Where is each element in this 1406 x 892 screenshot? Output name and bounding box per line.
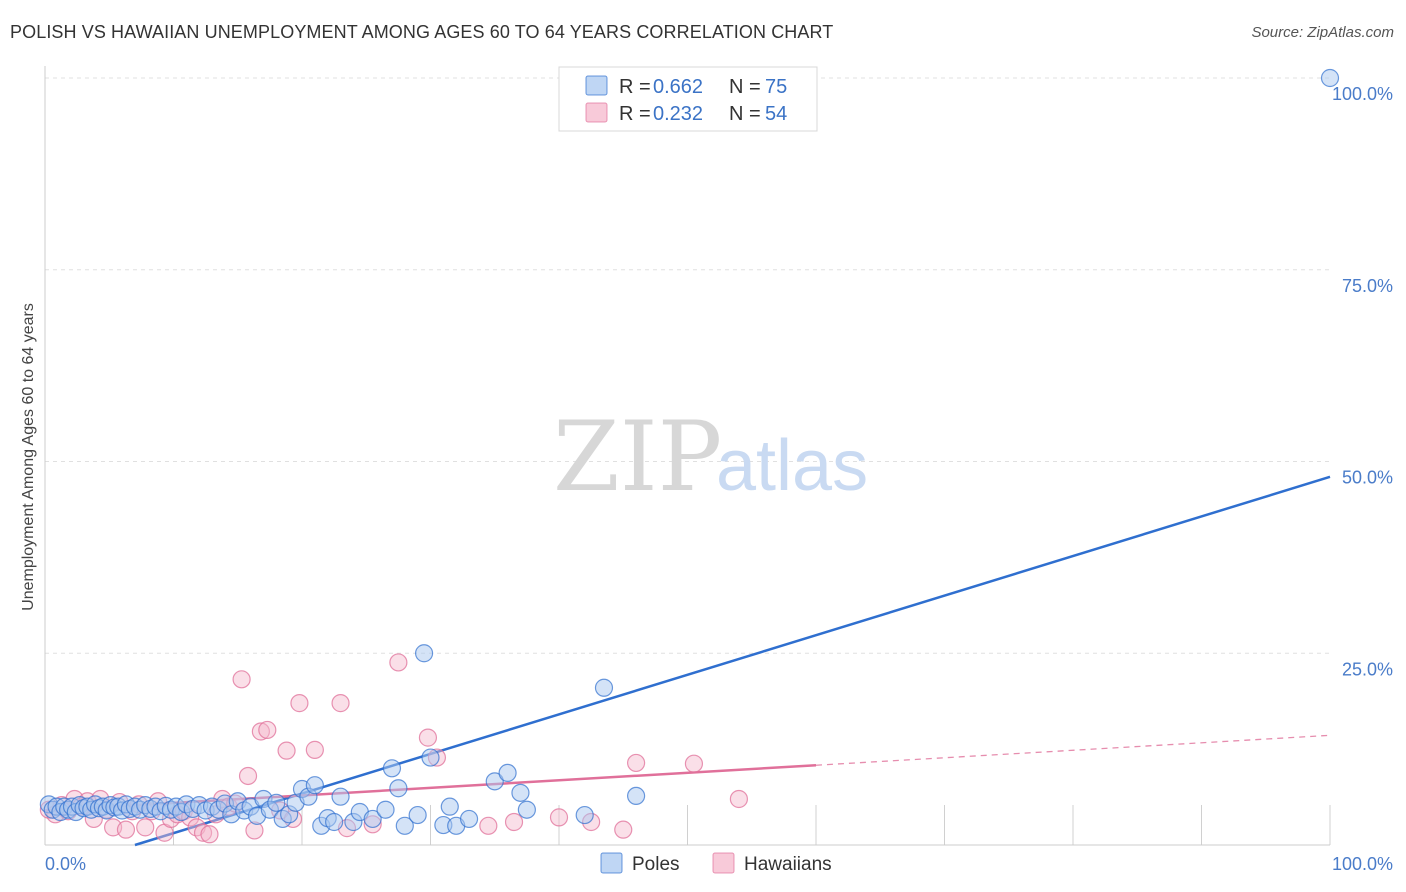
hawaiians-point [549,808,569,827]
poles-point [305,776,324,795]
bottom-legend-swatch-poles [600,852,623,874]
hawaiians-point [232,670,251,689]
poles-point [440,797,459,816]
poles-point [517,800,536,819]
watermark: ZIP atlas [553,401,868,513]
poles-point [511,783,530,802]
y-tick-label: 25.0% [1342,659,1393,679]
poles-point [498,763,517,783]
poles-point [267,793,286,812]
x-tick-label: 100.0% [1332,854,1393,874]
hawaiians-point [251,722,270,741]
y-axis-label: Unemployment Among Ages 60 to 64 years [20,303,37,611]
y-tick-label: 50.0% [1342,468,1393,488]
poles-point [485,772,504,791]
hawaiians-point [614,820,633,839]
chart-title: POLISH VS HAWAIIAN UNEMPLOYMENT AMONG AG… [10,22,834,42]
hawaiians-point [305,740,324,759]
poles-point [395,816,414,835]
poles-point [626,786,646,806]
poles-point [376,800,395,819]
legend-n-label-hawaiians: N = [729,103,761,125]
poles-point [575,805,594,825]
hawaiians-point [136,818,155,837]
poles-point [325,812,344,832]
hawaiians-point [479,816,498,835]
poles-points [39,68,1340,835]
legend-n-value-hawaiians: 54 [765,103,787,125]
series-legend: Poles Hawaiians [600,852,832,875]
hawaiians-point [193,823,213,842]
poles-point [594,678,614,697]
legend-swatch-hawaiians [585,102,608,123]
poles-point [1320,68,1340,88]
hawaiians-point [331,694,350,713]
bottom-legend-swatch-hawaiians [712,852,735,874]
legend-r-value-hawaiians: 0.232 [653,103,703,125]
hawaiians-trend-extension [815,734,1331,766]
hawaiians-point [258,720,277,740]
hawaiians-point [116,820,136,839]
poles-point [421,748,440,767]
poles-point [382,759,402,778]
hawaiians-point [729,789,749,809]
x-tick-label: 0.0% [45,854,86,874]
grid-lines [45,77,1330,654]
bottom-legend-label-hawaiians: Hawaiians [744,854,832,875]
correlation-legend: R = 0.662 N = 75 R = 0.232 N = 54 [558,66,818,132]
legend-r-label-poles: R = [619,76,651,98]
bottom-legend-label-poles: Poles [632,854,680,875]
hawaiians-point [418,728,438,747]
chart-source: Source: ZipAtlas.com [1251,24,1394,41]
legend-n-value-poles: 75 [765,76,787,98]
hawaiians-point [389,653,408,672]
poles-point [331,787,350,806]
y-tick-labels: 100.0% 75.0% 50.0% 25.0% [1332,84,1393,679]
y-tick-label: 75.0% [1342,276,1393,296]
watermark-zip: ZIP [553,401,722,513]
hawaiians-point [684,754,704,773]
poles-point [363,809,382,829]
watermark-atlas: atlas [716,426,868,506]
poles-point [414,644,434,663]
legend-r-label-hawaiians: R = [619,103,651,125]
y-tick-label: 100.0% [1332,84,1393,104]
hawaiians-point [626,753,646,773]
hawaiians-point [238,766,258,786]
hawaiians-point [504,812,524,832]
legend-swatch-poles [585,75,608,96]
poles-point [459,809,479,829]
hawaiians-point [277,741,296,760]
poles-trend-line [134,475,1331,847]
poles-point [389,779,408,798]
trend-lines [44,475,1331,847]
hawaiians-point [290,694,309,713]
axes [44,66,1331,846]
poles-point [408,805,427,825]
x-tick-labels: 0.0% 100.0% [45,854,1393,874]
legend-n-label-poles: N = [729,76,761,98]
hawaiians-point [200,825,219,844]
legend-r-value-poles: 0.662 [653,76,703,98]
